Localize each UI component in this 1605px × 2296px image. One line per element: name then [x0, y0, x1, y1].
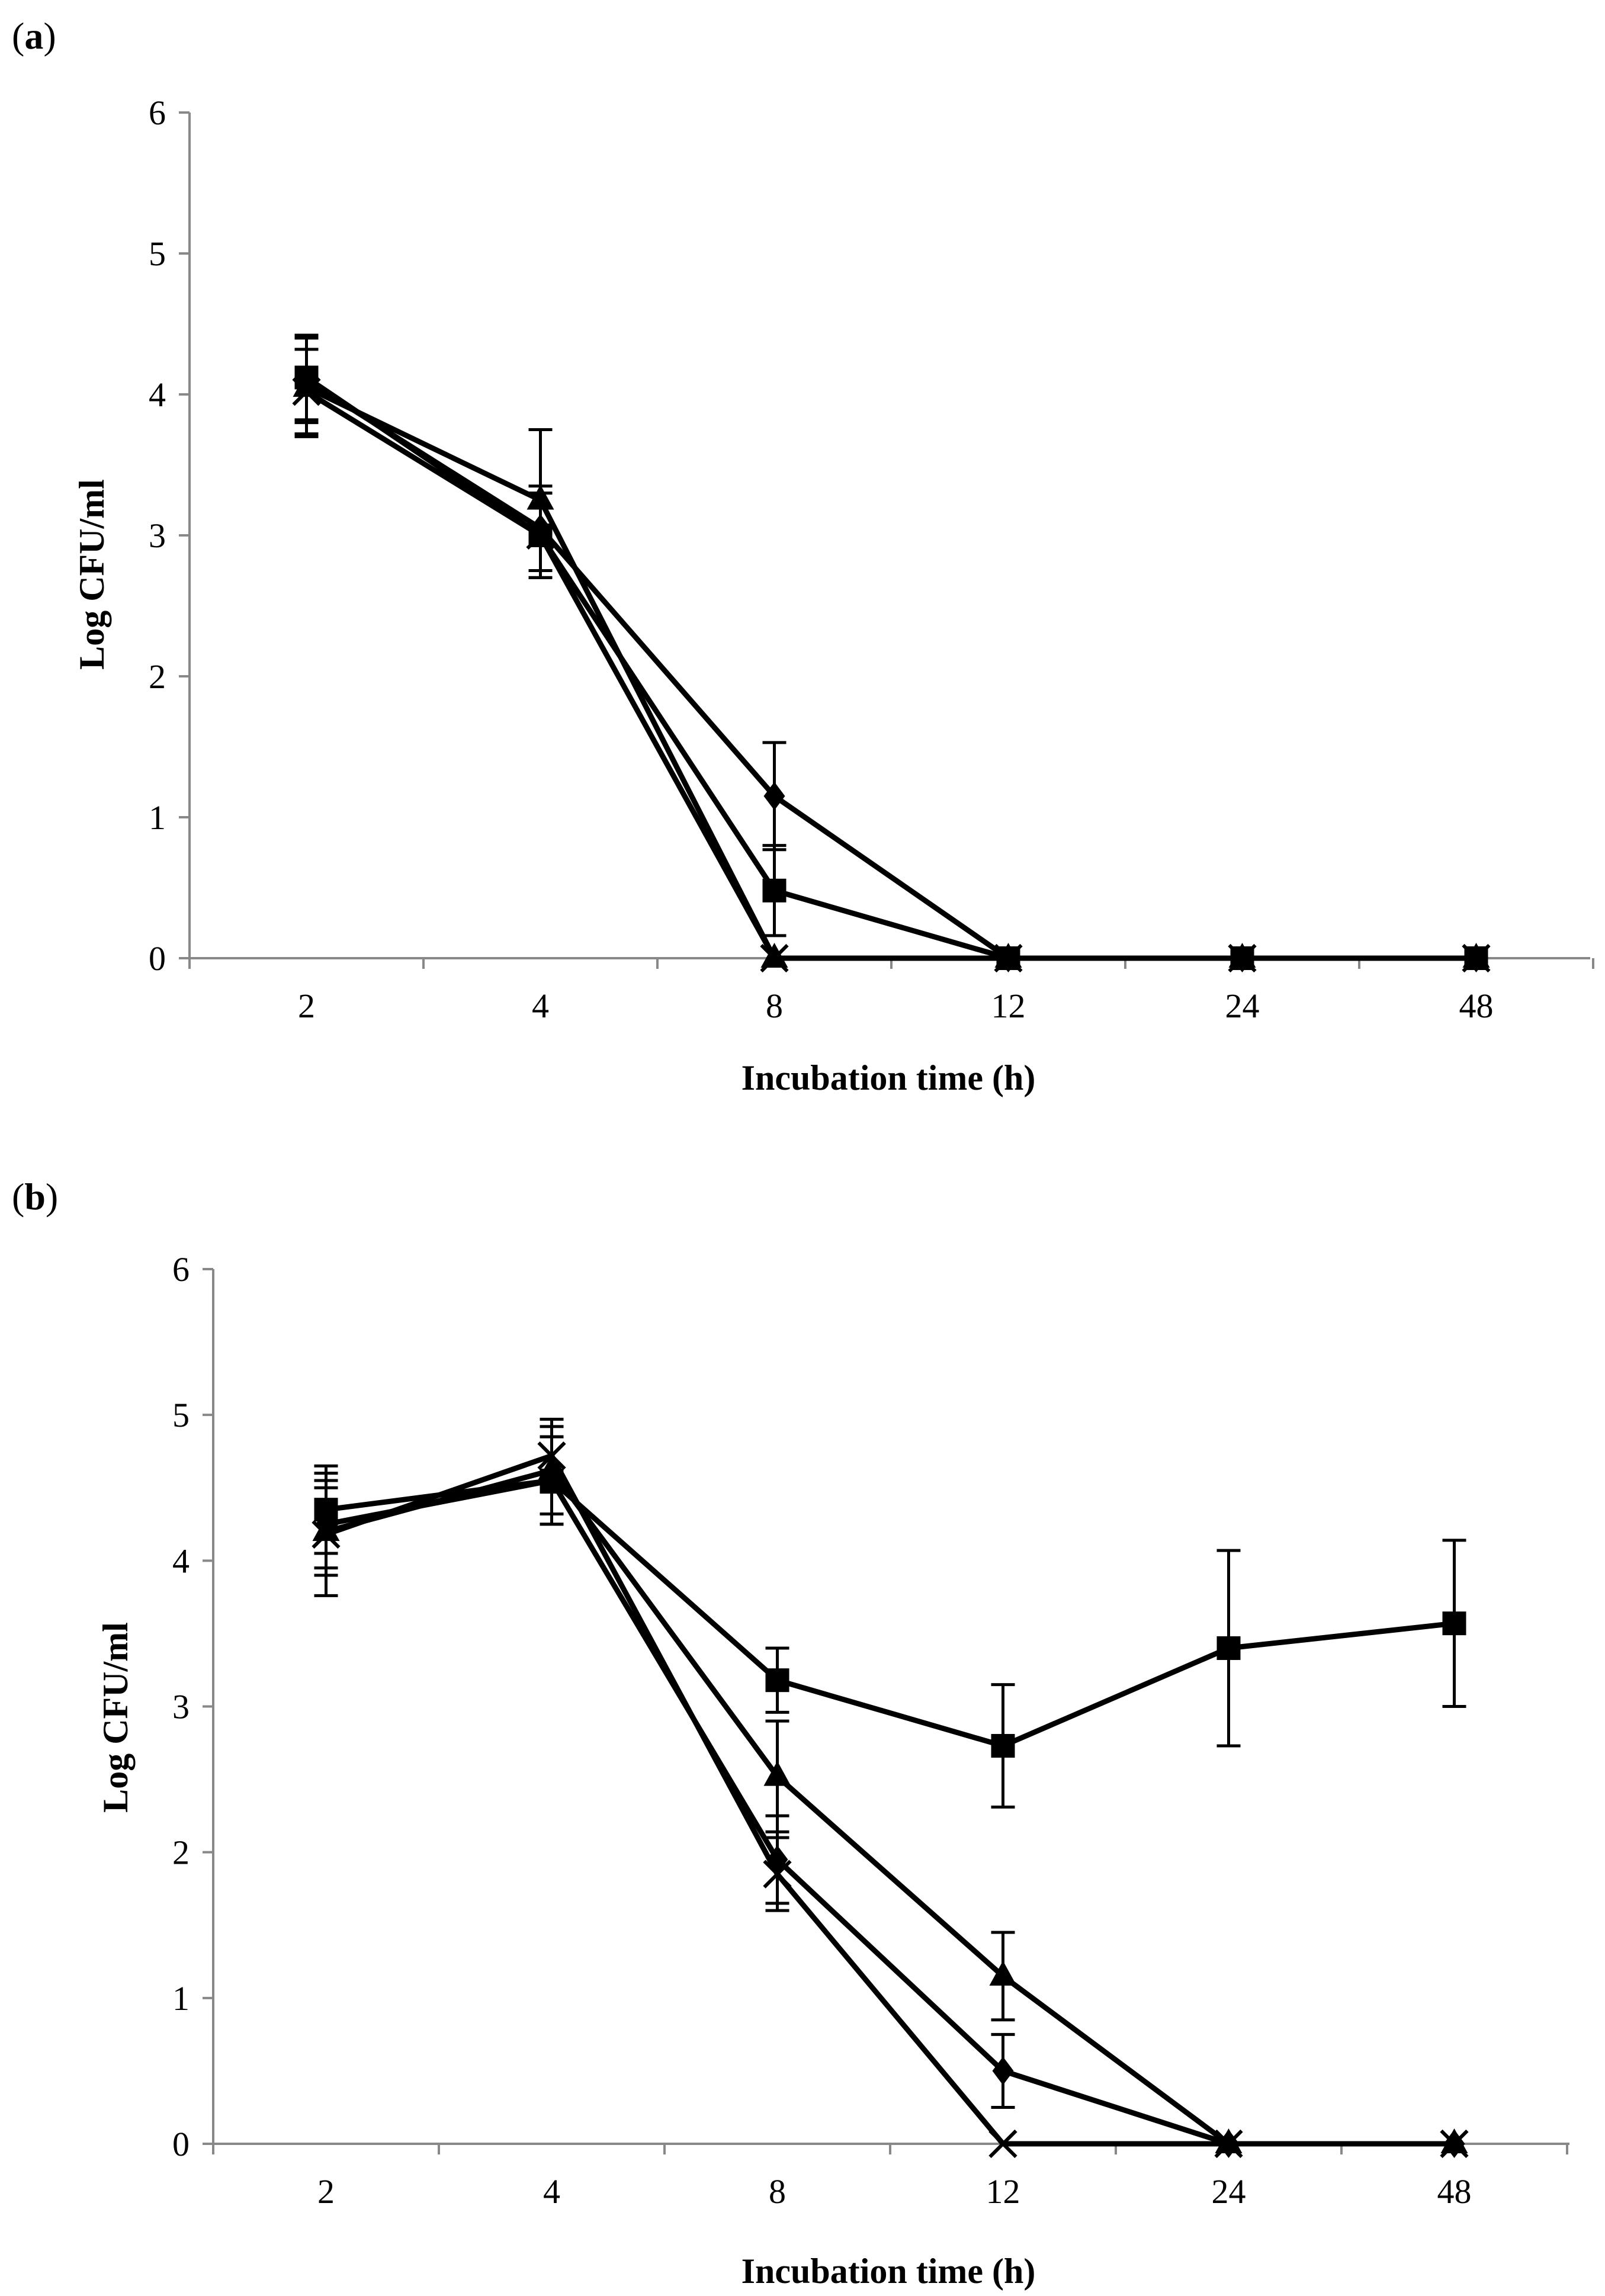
panel-a-point-x: [1462, 943, 1491, 973]
panel-a-series-line-square: [304, 375, 1476, 961]
panel-b-label: (b): [12, 1176, 58, 1218]
panel-b-series-line-square: [325, 1478, 1455, 1749]
panel-a-x-tick-label: 8: [766, 987, 783, 1025]
panel-a-point-triangle: [1228, 943, 1256, 968]
panel-b-point-x: [763, 1860, 792, 1889]
panel-b-x-tick-label: 8: [769, 2172, 786, 2211]
panel-a: (a) Log CFU/ml Incubation time (h) 01234…: [12, 15, 1594, 1097]
panel-b-point-triangle: [1215, 2128, 1243, 2153]
panel-a-series-x: [292, 348, 1491, 973]
panel-a-y-tick-label: 5: [149, 235, 166, 273]
panel-a-x-tick-label: 48: [1459, 987, 1494, 1025]
panel-b-point-square: [991, 1733, 1015, 1758]
panel-b-series-line-diamond: [325, 1478, 1455, 2147]
panel-a-y-tick-label: 2: [149, 657, 166, 696]
panel-a-point-x: [994, 943, 1023, 973]
panel-a-series-line-diamond: [305, 378, 1476, 961]
panel-a-y-tick-label: 0: [149, 939, 166, 978]
panel-b-point-triangle: [1440, 2128, 1468, 2153]
panel-b-x-tick-label: 2: [317, 2172, 335, 2211]
panel-a-point-x: [526, 521, 555, 550]
panel-b-point-square: [765, 1668, 789, 1693]
panel-b-x-tick-label: 12: [986, 2172, 1020, 2211]
panel-a-x-tick-label: 2: [298, 987, 315, 1025]
panel-a-point-diamond: [763, 782, 785, 811]
panel-b-point-square: [1442, 1611, 1466, 1636]
panel-b-y-axis-title: Log CFU/ml: [96, 1622, 135, 1813]
panel-b-series-square: [314, 1435, 1466, 1809]
panel-b-y-tick-label: 1: [172, 1979, 190, 2018]
panel-b-series-triangle: [312, 1425, 1468, 2153]
panel-a-point-x: [1228, 943, 1257, 973]
panel-a-marks: [292, 333, 1491, 973]
panel-a-point-triangle: [994, 943, 1022, 968]
panel-b-y-tick-label: 4: [172, 1542, 190, 1580]
panel-a-y-tick-label: 6: [149, 94, 166, 132]
panel-b-x-tick-label: 4: [543, 2172, 560, 2211]
panel-b-y-tick-label: 2: [172, 1833, 190, 1872]
panel-b-point-x: [312, 1520, 341, 1549]
panel-b: (b) Log CFU/ml Incubation time (h) 01234…: [12, 1176, 1569, 2291]
panel-a-series-diamond: [294, 336, 1487, 972]
panel-a-x-axis-title: Incubation time (h): [741, 1058, 1036, 1097]
panel-b-series-line-x: [325, 1453, 1455, 2147]
panel-a-point-triangle: [1462, 943, 1490, 968]
panel-b-point-x: [1440, 2129, 1469, 2159]
panel-b-point-square: [1216, 1636, 1241, 1661]
panel-a-y-axis-title: Log CFU/ml: [72, 479, 111, 670]
panel-b-point-x: [1214, 2129, 1243, 2159]
panel-b-series-line-triangle: [325, 1467, 1455, 2147]
panel-b-x-axis-title: Incubation time (h): [741, 2252, 1036, 2291]
panel-b-y-tick-label: 0: [172, 2125, 190, 2163]
panel-b-marks: [312, 1418, 1469, 2159]
panel-b-series-x: [312, 1418, 1469, 2159]
panel-b-series-diamond: [314, 1435, 1465, 2158]
panel-b-y-tick-label: 6: [172, 1250, 190, 1289]
panel-b-y-tick-label: 5: [172, 1396, 190, 1434]
panel-a-series-line-triangle: [305, 385, 1476, 961]
panel-b-point-triangle: [763, 1761, 791, 1786]
panel-a-point-x: [760, 943, 789, 973]
panel-a-point-square: [762, 878, 787, 903]
panel-b-point-x: [537, 1441, 566, 1470]
panel-b-point-triangle: [989, 1960, 1017, 1986]
panel-a-x-tick-label: 4: [532, 987, 549, 1025]
panel-a-x-tick-label: 24: [1225, 987, 1260, 1025]
panel-a-y-tick-label: 3: [149, 516, 166, 555]
panel-b-x-tick-label: 24: [1212, 2172, 1246, 2211]
panel-b-point-x: [988, 2129, 1017, 2159]
panel-b-y-tick-label: 3: [172, 1688, 190, 1726]
panel-a-series-line-x: [305, 389, 1476, 961]
panel-a-series-triangle: [293, 336, 1490, 968]
panel-a-y-tick-label: 1: [149, 798, 166, 837]
panel-a-label: (a): [12, 15, 56, 57]
panel-a-y-tick-label: 4: [149, 375, 166, 414]
panel-b-point-diamond: [992, 2056, 1014, 2085]
panel-a-x-tick-label: 12: [991, 987, 1026, 1025]
panel-a-point-x: [292, 377, 321, 406]
panel-b-x-tick-label: 48: [1437, 2172, 1472, 2211]
